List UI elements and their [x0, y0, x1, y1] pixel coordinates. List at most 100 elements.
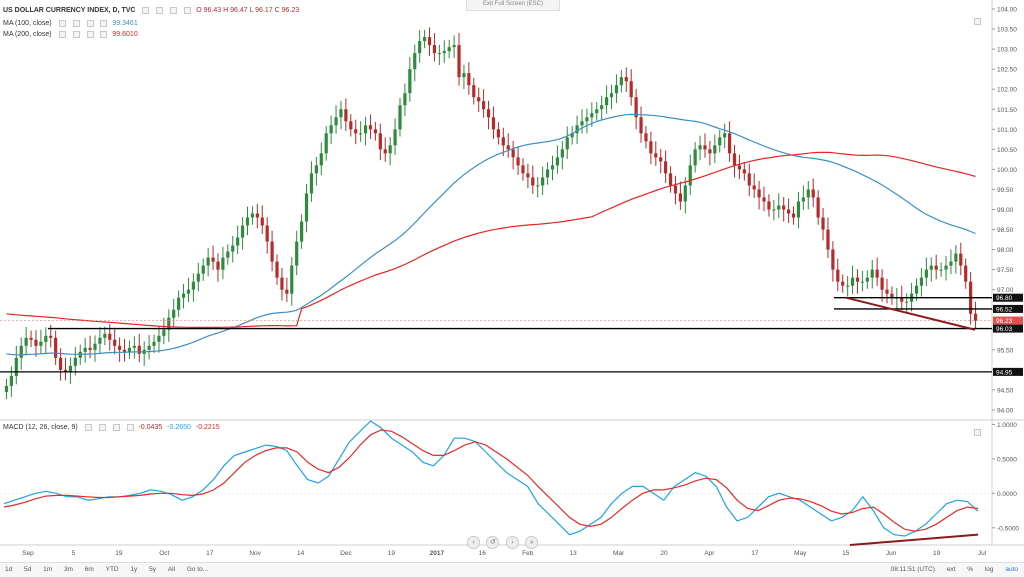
range-6m[interactable]: 6m	[84, 566, 94, 573]
candle-body	[496, 129, 500, 138]
candle	[300, 214, 304, 249]
macd-pane-maximize-icon[interactable]	[972, 424, 981, 442]
candle-body	[226, 251, 230, 258]
range-3m[interactable]: 3m	[63, 566, 73, 573]
candle-body	[39, 341, 43, 346]
candle	[255, 203, 259, 229]
candle-body	[260, 217, 264, 226]
candle	[973, 301, 978, 329]
ext-toggle[interactable]: ext	[946, 566, 956, 573]
jump-to-end-icon[interactable]: »	[525, 536, 539, 549]
ma200-more-icon[interactable]	[100, 31, 108, 38]
candle-body	[83, 347, 87, 352]
log-toggle[interactable]: log	[984, 566, 994, 573]
candle-body	[836, 269, 840, 282]
candle-body	[826, 229, 830, 250]
macd-more-icon[interactable]	[126, 424, 134, 431]
ma100-settings-icon[interactable]	[72, 20, 80, 27]
macd-macd-value: -0.2650	[167, 424, 191, 432]
candle	[890, 286, 894, 305]
range-1d[interactable]: 1d	[5, 566, 13, 573]
candle-body	[570, 133, 574, 138]
candle	[447, 39, 451, 59]
candle-body	[93, 343, 97, 350]
candle	[4, 378, 9, 400]
candle	[472, 77, 476, 105]
candle	[270, 230, 274, 272]
range-5d[interactable]: 5d	[24, 566, 32, 573]
scroll-right-icon[interactable]: ›	[505, 536, 519, 549]
x-tick-label: 17	[751, 550, 759, 557]
x-tick-label: 14	[297, 550, 305, 557]
candle	[211, 245, 215, 271]
candle-body	[442, 51, 446, 54]
price-tick-label: 101.00	[997, 127, 1017, 134]
candle-body	[614, 85, 619, 94]
candle	[496, 122, 500, 145]
ma200-label: MA (200, close)	[3, 31, 52, 39]
candle-body	[482, 101, 486, 110]
candle-body	[959, 253, 963, 266]
candle	[629, 69, 633, 106]
range-5y[interactable]: 5y	[149, 566, 156, 573]
candle-body	[418, 41, 422, 54]
range-1m[interactable]: 1m	[43, 566, 53, 573]
goto-date-button[interactable]: Go to...	[186, 566, 209, 573]
pane-maximize-icon[interactable]	[972, 13, 981, 31]
candle-body	[73, 357, 77, 366]
legend-more-icon[interactable]	[184, 7, 192, 14]
scroll-left-icon[interactable]: ‹	[467, 536, 480, 549]
price-tick-label: 99.50	[997, 187, 1014, 194]
range-ytd[interactable]: YTD	[105, 566, 119, 573]
candle	[339, 100, 343, 130]
candle-body	[393, 129, 397, 146]
candle	[491, 106, 496, 139]
chart-canvas[interactable]: 94.0094.5095.0095.5096.0096.5097.0097.50…	[0, 0, 1024, 562]
candle	[654, 141, 658, 166]
legend-close-icon[interactable]	[170, 7, 178, 14]
candle	[236, 225, 240, 254]
candle	[19, 337, 23, 370]
legend-settings-icon[interactable]	[156, 7, 164, 14]
ma200-close-icon[interactable]	[86, 31, 94, 38]
ma200-eye-icon[interactable]	[58, 31, 66, 38]
exit-fullscreen-button[interactable]: Exit Full Screen (ESC)	[466, 0, 561, 11]
candle-body	[368, 125, 373, 130]
candle-body	[162, 329, 166, 336]
range-1y[interactable]: 1y	[130, 566, 138, 573]
candle-body	[934, 265, 938, 270]
candle	[137, 333, 141, 363]
candle	[791, 206, 796, 225]
auto-toggle[interactable]: auto	[1005, 566, 1018, 573]
candle	[659, 148, 663, 174]
candle	[334, 105, 338, 134]
ma100-close-icon[interactable]	[86, 20, 94, 27]
price-tick-label: 99.00	[997, 207, 1014, 214]
candle-body	[846, 285, 850, 287]
candle	[93, 335, 97, 362]
candle-body	[388, 145, 392, 154]
candle-body	[875, 269, 879, 278]
candle-body	[309, 173, 314, 194]
candle-body	[457, 45, 461, 78]
reset-chart-icon[interactable]: ↺	[486, 536, 500, 549]
candle-body	[221, 257, 225, 270]
legend-eye-icon[interactable]	[142, 7, 150, 14]
ma200-settings-icon[interactable]	[72, 31, 80, 38]
range-all[interactable]: All	[167, 566, 176, 573]
ma100-more-icon[interactable]	[100, 20, 108, 27]
ma100-eye-icon[interactable]	[58, 20, 66, 27]
macd-close-icon[interactable]	[112, 424, 120, 431]
candle-body	[118, 345, 122, 350]
candle	[565, 126, 569, 159]
candle	[668, 166, 673, 193]
macd-label: MACD (12, 26, close, 9)	[3, 424, 78, 432]
candle-body	[806, 189, 810, 198]
percent-toggle[interactable]: %	[967, 566, 974, 573]
macd-settings-icon[interactable]	[98, 424, 106, 431]
candle	[373, 122, 377, 141]
macd-eye-icon[interactable]	[84, 424, 92, 431]
candle	[649, 131, 653, 165]
candle-body	[413, 53, 417, 70]
macd-line	[3, 420, 979, 537]
